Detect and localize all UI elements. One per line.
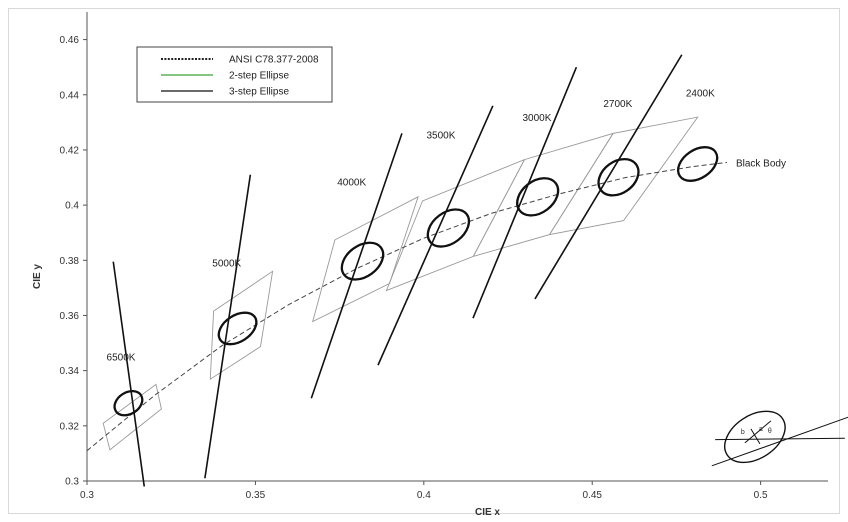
isotemperature-line-3500K [377,105,494,366]
legend-label: ANSI C78.377-2008 [229,55,319,66]
x-tick-label: 0.35 [246,490,266,501]
x-tick-label: 0.4 [417,490,431,501]
y-tick-label: 0.4 [65,201,79,212]
x-ticks: 0.3 0.35 0.4 0.45 0.5 [80,481,768,501]
ellipse-2400K [676,146,719,182]
ellipse-6500K [113,389,144,417]
y-tick-label: 0.3 [65,477,79,488]
inset-annotation: b [741,429,745,436]
y-tick-label: 0.34 [60,366,80,377]
quadrangle-6500K [102,383,162,451]
legend-label: 3-step Ellipse [229,87,289,98]
cct-label-3000K: 3000K [523,113,552,124]
x-axis-label: CIE x [475,507,500,518]
inset-ellipse [724,410,786,464]
y-tick-label: 0.38 [60,256,80,267]
isotemperature-line-2700K [534,54,683,300]
cct-label-4000K: 4000K [337,177,366,188]
y-axis-label: CIE y [32,264,43,289]
cct-label-2700K: 2700K [603,99,632,110]
inset-annotation: a [759,426,763,433]
ellipse-3500K [426,208,471,248]
isotemperature-line-3000K [472,66,578,319]
y-tick-label: 0.42 [60,145,80,156]
inset-axis-b [750,428,761,445]
axes [86,12,828,482]
ellipse-3000K [516,177,560,217]
legend: ANSI C78.377-2008 2-step Ellipse 3-step El… [136,46,333,103]
cct-label-2400K: 2400K [686,88,715,99]
cct-label-5000K: 5000K [212,258,241,269]
quadrangle-3000K [472,132,615,258]
y-tick-label: 0.36 [60,311,80,322]
ellipse-4000K [340,241,385,281]
plot-area: Black Body 6500K 5000K 4000K 3500K 3000K 2700K… [86,54,848,487]
y-tick-label: 0.44 [60,90,80,101]
inset-reference-line [715,437,845,441]
ellipse-2700K [597,157,640,197]
x-tick-label: 0.3 [80,490,94,501]
x-tick-label: 0.5 [754,490,768,501]
cct-label-3500K: 3500K [427,130,456,141]
quadrangle-5000K [209,270,274,381]
quadrangle-4000K [312,195,419,323]
quadrangle-3500K [385,158,526,292]
isotemperature-line-5000K [204,174,252,479]
legend-label: 2-step Ellipse [229,71,289,82]
black-body-curve [86,161,728,452]
isotemperature-line-4000K [310,133,403,399]
y-tick-label: 0.46 [60,35,80,46]
inset-axis-a [744,420,772,444]
y-tick-label: 0.32 [60,421,80,432]
inset-annotation: θ [768,428,772,435]
inset-reference-line [711,416,848,467]
cct-label-6500K: 6500K [107,352,136,363]
chart-frame [8,8,840,514]
isotemperature-line-6500K [112,261,146,487]
y-ticks: 0.3 0.32 0.34 0.36 0.38 0.4 0.42 0.44 0.46 [60,35,87,488]
ellipse-5000K [217,311,258,346]
black-body-label: Black Body [736,158,786,169]
quadrangle-2700K [548,116,699,236]
x-tick-label: 0.45 [582,490,602,501]
